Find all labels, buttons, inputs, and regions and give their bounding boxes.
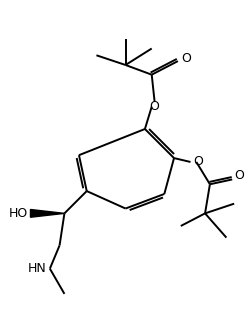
Text: O: O [181, 52, 191, 65]
Polygon shape [31, 210, 64, 217]
Text: HO: HO [8, 207, 28, 220]
Text: HN: HN [27, 262, 46, 275]
Text: O: O [234, 169, 244, 182]
Text: O: O [150, 100, 160, 113]
Text: O: O [193, 156, 203, 168]
